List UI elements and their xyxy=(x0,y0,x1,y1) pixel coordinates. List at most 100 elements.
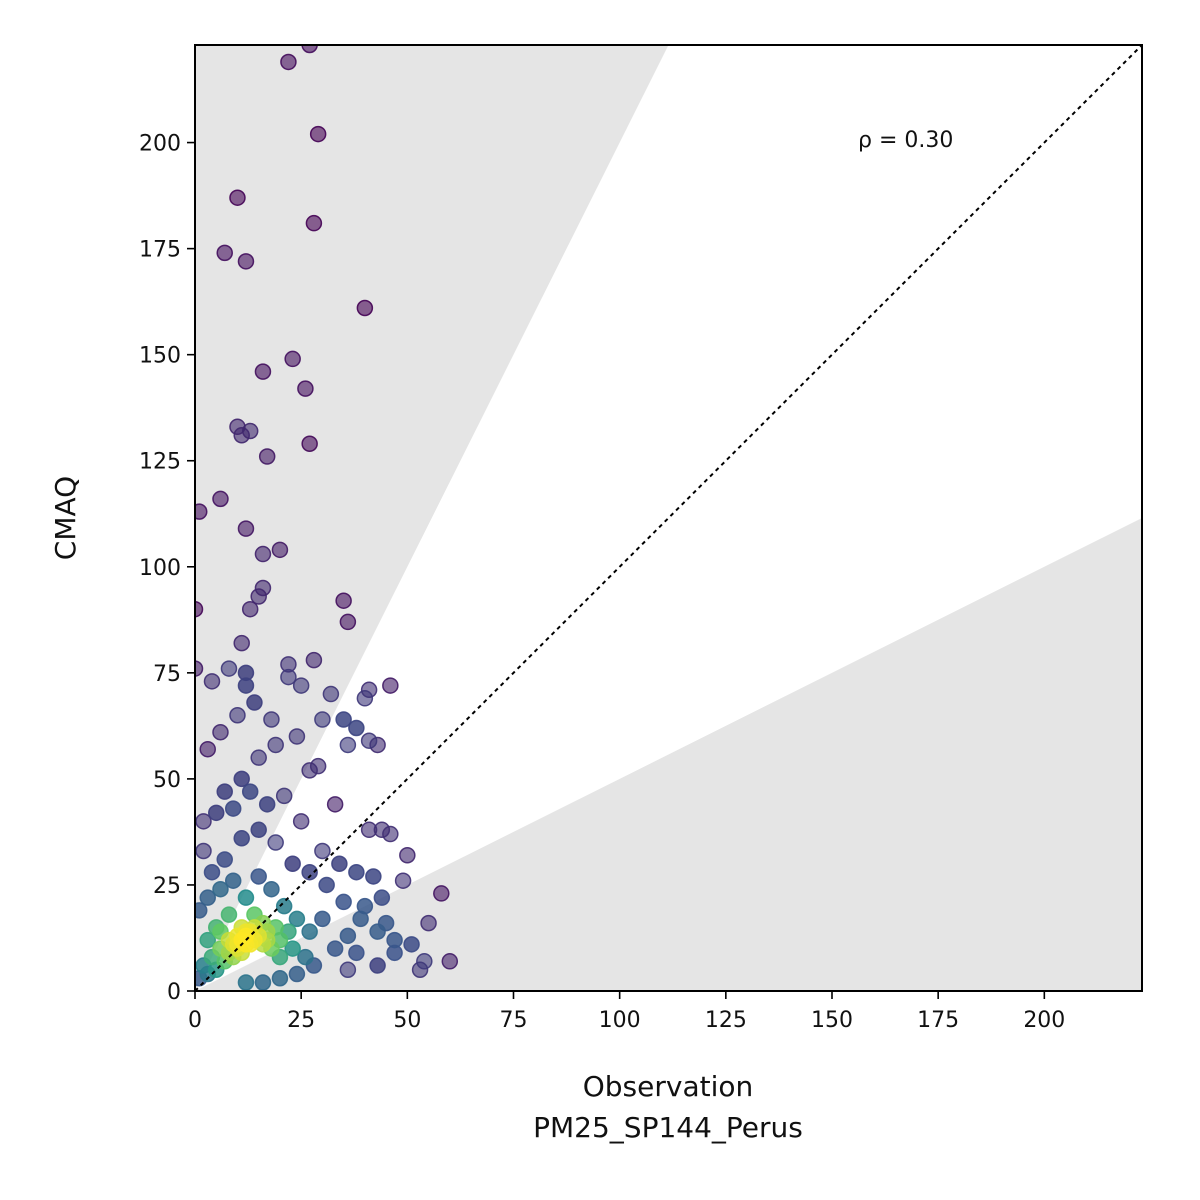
x-tick-label: 75 xyxy=(499,1008,527,1033)
data-point xyxy=(237,889,255,906)
data-point xyxy=(301,923,318,940)
data-point xyxy=(309,125,327,143)
data-point xyxy=(267,834,284,851)
data-point xyxy=(250,821,267,839)
y-tick-label: 150 xyxy=(139,344,181,369)
data-point xyxy=(284,855,301,872)
data-point xyxy=(233,634,250,652)
data-point xyxy=(386,931,403,949)
data-point xyxy=(318,876,335,894)
data-point xyxy=(373,821,391,839)
data-point xyxy=(394,872,412,889)
factor-of-two-band xyxy=(195,45,1142,991)
data-point xyxy=(335,893,352,911)
data-point xyxy=(233,770,250,788)
y-tick-label: 175 xyxy=(139,238,181,263)
y-tick-label: 50 xyxy=(153,768,181,793)
data-point xyxy=(203,673,221,690)
data-point xyxy=(195,842,212,860)
data-point xyxy=(216,244,233,262)
data-point xyxy=(275,787,293,805)
data-point xyxy=(216,851,233,868)
data-point xyxy=(199,740,216,758)
data-point xyxy=(263,880,280,898)
data-point xyxy=(220,660,238,677)
data-point xyxy=(212,490,229,508)
data-point xyxy=(348,944,365,962)
y-tick-label: 75 xyxy=(153,662,181,687)
data-point xyxy=(301,762,318,779)
data-point xyxy=(348,863,365,881)
data-point xyxy=(229,189,246,206)
data-point xyxy=(335,592,352,609)
data-point xyxy=(207,804,225,822)
data-point xyxy=(280,668,297,686)
data-point xyxy=(403,936,420,953)
y-tick-label: 100 xyxy=(139,556,181,581)
data-point xyxy=(369,957,386,974)
y-tick-label: 0 xyxy=(167,980,181,1005)
data-point xyxy=(326,940,344,957)
data-point xyxy=(224,872,242,889)
data-point xyxy=(305,214,323,232)
data-point xyxy=(339,613,357,631)
data-point xyxy=(212,723,229,741)
y-tick-label: 125 xyxy=(139,450,181,475)
data-point xyxy=(322,685,340,703)
band-lower xyxy=(195,518,1142,991)
data-point xyxy=(292,677,310,694)
data-point xyxy=(254,363,272,380)
x-tick-label: 100 xyxy=(599,1008,641,1033)
y-tick-label: 25 xyxy=(153,874,181,899)
data-point xyxy=(399,847,416,864)
data-point xyxy=(267,736,284,754)
data-point xyxy=(352,910,369,928)
x-tick-label: 50 xyxy=(393,1008,421,1033)
data-point xyxy=(220,906,238,923)
data-point xyxy=(331,855,348,872)
data-point xyxy=(339,961,357,979)
data-point xyxy=(258,448,276,465)
x-tick-label: 200 xyxy=(1023,1008,1065,1033)
x-axis-label: Observation xyxy=(583,1070,754,1103)
y-tick-label: 200 xyxy=(139,132,181,157)
data-point xyxy=(250,868,267,885)
y-axis-label: CMAQ xyxy=(49,476,82,560)
data-point xyxy=(339,736,357,754)
data-point xyxy=(237,253,255,270)
data-point xyxy=(335,711,352,728)
data-point xyxy=(420,914,437,932)
data-point xyxy=(233,931,250,949)
data-point xyxy=(301,45,318,54)
data-point xyxy=(237,677,255,694)
data-point xyxy=(254,545,272,563)
data-point xyxy=(360,732,378,749)
data-point xyxy=(339,927,357,945)
data-point xyxy=(203,863,221,881)
one-to-one-dashed-line xyxy=(195,45,1142,991)
data-point xyxy=(288,965,306,983)
data-point xyxy=(224,800,242,817)
data-point xyxy=(433,885,450,902)
data-point xyxy=(258,796,276,813)
y-axis: 0 25 50 75 100 125 150 175 200 xyxy=(139,132,195,1005)
data-point xyxy=(369,923,386,940)
data-point xyxy=(254,974,272,991)
data-point xyxy=(301,435,318,453)
data-point xyxy=(212,880,229,898)
band-upper xyxy=(195,45,669,991)
data-point xyxy=(305,651,323,669)
data-point xyxy=(301,863,318,881)
annotation-rho: ρ = 0.30 xyxy=(858,128,953,153)
data-point xyxy=(241,783,259,800)
data-point xyxy=(356,299,374,317)
data-point xyxy=(241,600,259,618)
data-point xyxy=(271,541,289,559)
data-point xyxy=(288,910,306,928)
data-point xyxy=(271,970,289,987)
data-point xyxy=(199,889,216,906)
data-point xyxy=(275,897,293,915)
data-point xyxy=(297,948,314,966)
data-point xyxy=(356,690,374,707)
